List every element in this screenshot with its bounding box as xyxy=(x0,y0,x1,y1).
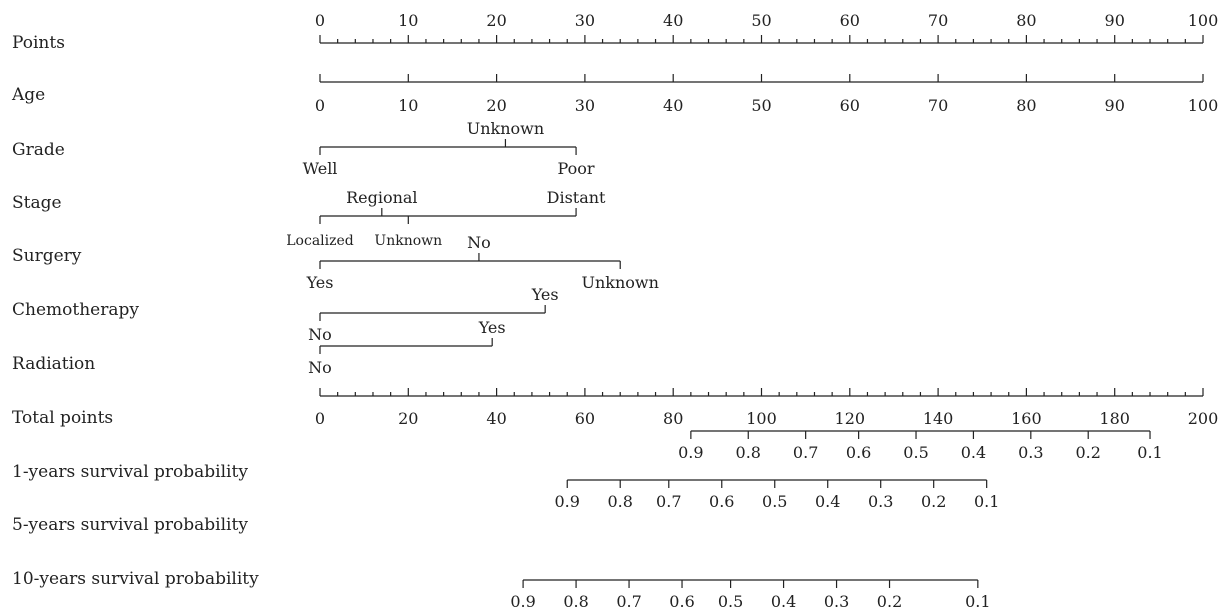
total-points-tick-label: 100 xyxy=(746,409,777,428)
total-points-tick-label: 200 xyxy=(1188,409,1218,428)
points-tick-label: 30 xyxy=(575,11,595,30)
row-label-radiation: Radiation xyxy=(12,354,95,374)
age-tick-label: 90 xyxy=(1105,96,1125,115)
grade-category-poor: Poor xyxy=(558,159,595,178)
10-years-survival-probability-tick-label: 0.8 xyxy=(563,592,588,609)
row-label-5-year-survival: 5-years survival probability xyxy=(12,515,248,535)
row-chemotherapy: No Yes xyxy=(308,285,558,344)
row-label-total-points: Total points xyxy=(12,408,113,428)
row-label-surgery: Surgery xyxy=(12,246,82,266)
total-points-tick-label: 120 xyxy=(835,409,866,428)
5-years-survival-probability-tick-label: 0.6 xyxy=(709,492,734,511)
total-points-tick-label: 160 xyxy=(1011,409,1042,428)
5-years-survival-probability-tick-label: 0.1 xyxy=(974,492,999,511)
10-years-survival-probability-tick-label: 0.7 xyxy=(616,592,641,609)
points-tick-label: 90 xyxy=(1105,11,1125,30)
points-tick-label: 70 xyxy=(928,11,948,30)
row-label-points: Points xyxy=(12,33,65,53)
row-grade: Well Unknown Poor xyxy=(303,119,595,178)
10-years-survival-probability-tick-label: 0.9 xyxy=(510,592,535,609)
total-points-tick-label: 60 xyxy=(575,409,595,428)
row-labels: Points Age Grade Stage Surgery Chemother… xyxy=(11,33,259,589)
surgery-category-unknown: Unknown xyxy=(582,273,659,292)
row-surgery: Yes No Unknown xyxy=(306,233,659,292)
age-tick-label: 10 xyxy=(398,96,418,115)
10-years-survival-probability-tick-label: 0.3 xyxy=(824,592,849,609)
age-tick-label: 80 xyxy=(1016,96,1036,115)
row-5-years-survival-probability: 0.9 0.8 0.7 0.6 0.5 0.4 0.3 0.2 0.1 xyxy=(555,479,999,511)
1-years-survival-probability-tick-label: 0.4 xyxy=(961,443,986,462)
total-points-tick-label: 40 xyxy=(486,409,506,428)
10-years-survival-probability-tick-label: 0.1 xyxy=(965,592,990,609)
1-years-survival-probability-tick-label: 0.2 xyxy=(1075,443,1100,462)
row-10-years-survival-probability: 0.9 0.8 0.7 0.6 0.5 0.4 0.3 0.2 0.1 xyxy=(510,579,991,609)
surgery-category-yes: Yes xyxy=(306,273,334,292)
total-points-tick-label: 140 xyxy=(923,409,954,428)
1-years-survival-probability-tick-label: 0.3 xyxy=(1018,443,1043,462)
1-years-survival-probability-tick-label: 0.6 xyxy=(846,443,871,462)
grade-category-well: Well xyxy=(303,159,338,178)
age-tick-label: 0 xyxy=(315,96,325,115)
row-1-years-survival-probability: 0.9 0.8 0.7 0.6 0.5 0.4 0.3 0.2 0.1 xyxy=(678,430,1163,462)
plot-area: 0 10 20 30 40 50 60 70 80 90 100 0 10 20 30 40 50 60 70 80 9… xyxy=(286,11,1218,609)
5-years-survival-probability-tick-label: 0.3 xyxy=(868,492,893,511)
5-years-survival-probability-tick-label: 0.4 xyxy=(815,492,840,511)
points-tick-label: 80 xyxy=(1016,11,1036,30)
1-years-survival-probability-tick-label: 0.1 xyxy=(1137,443,1162,462)
age-tick-label: 60 xyxy=(840,96,860,115)
1-years-survival-probability-tick-label: 0.9 xyxy=(678,443,703,462)
age-tick-label: 70 xyxy=(928,96,948,115)
row-label-chemotherapy: Chemotherapy xyxy=(12,300,139,320)
row-label-age: Age xyxy=(11,85,45,105)
5-years-survival-probability-tick-label: 0.8 xyxy=(607,492,632,511)
points-tick-label: 60 xyxy=(840,11,860,30)
row-label-stage: Stage xyxy=(12,193,62,213)
10-years-survival-probability-tick-label: 0.6 xyxy=(669,592,694,609)
5-years-survival-probability-tick-label: 0.5 xyxy=(762,492,787,511)
total-points-tick-label: 0 xyxy=(315,409,325,428)
row-radiation: No Yes xyxy=(308,318,505,377)
points-tick-label: 40 xyxy=(663,11,683,30)
stage-category-localized: Localized xyxy=(286,233,354,249)
chemotherapy-category-no: No xyxy=(308,325,332,344)
grade-category-unknown: Unknown xyxy=(467,119,544,138)
row-total-points: 0 20 40 60 80 100 120 140 160 180 200 xyxy=(315,388,1218,428)
row-age: 0 10 20 30 40 50 60 70 80 90 100 xyxy=(315,74,1218,115)
stage-category-distant: Distant xyxy=(547,188,606,207)
total-points-tick-label: 180 xyxy=(1099,409,1130,428)
points-tick-label: 100 xyxy=(1188,11,1218,30)
1-years-survival-probability-tick-label: 0.7 xyxy=(793,443,818,462)
radiation-category-no: No xyxy=(308,358,332,377)
total-points-tick-label: 80 xyxy=(663,409,683,428)
stage-category-regional: Regional xyxy=(346,188,417,207)
5-years-survival-probability-tick-label: 0.7 xyxy=(656,492,681,511)
stage-category-unknown: Unknown xyxy=(374,233,442,249)
radiation-category-yes: Yes xyxy=(478,318,506,337)
row-label-10-year-survival: 10-years survival probability xyxy=(12,569,259,589)
points-tick-label: 20 xyxy=(486,11,506,30)
1-years-survival-probability-tick-label: 0.8 xyxy=(736,443,761,462)
10-years-survival-probability-tick-label: 0.4 xyxy=(771,592,796,609)
row-stage: Localized Regional Unknown Distant xyxy=(286,188,606,249)
points-tick-label: 0 xyxy=(315,11,325,30)
age-tick-label: 50 xyxy=(751,96,771,115)
total-points-tick-label: 20 xyxy=(398,409,418,428)
5-years-survival-probability-tick-label: 0.9 xyxy=(555,492,580,511)
age-tick-label: 40 xyxy=(663,96,683,115)
row-label-grade: Grade xyxy=(12,140,65,160)
points-tick-label: 50 xyxy=(751,11,771,30)
age-tick-label: 20 xyxy=(486,96,506,115)
surgery-category-no: No xyxy=(467,233,491,252)
10-years-survival-probability-tick-label: 0.2 xyxy=(877,592,902,609)
age-tick-label: 30 xyxy=(575,96,595,115)
row-points: 0 10 20 30 40 50 60 70 80 90 100 xyxy=(315,11,1218,44)
1-years-survival-probability-tick-label: 0.5 xyxy=(903,443,928,462)
chemotherapy-category-yes: Yes xyxy=(531,285,559,304)
points-tick-label: 10 xyxy=(398,11,418,30)
age-tick-label: 100 xyxy=(1188,96,1218,115)
5-years-survival-probability-tick-label: 0.2 xyxy=(921,492,946,511)
row-label-1-year-survival: 1-years survival probability xyxy=(12,462,248,482)
10-years-survival-probability-tick-label: 0.5 xyxy=(718,592,743,609)
